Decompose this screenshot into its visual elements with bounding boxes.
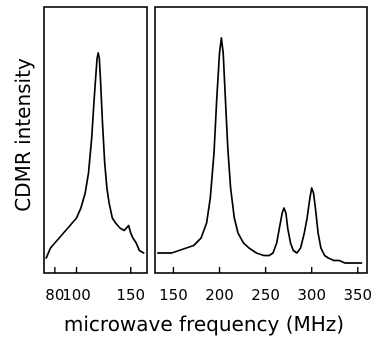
x-tick-label: 250 (251, 286, 280, 304)
right-panel: 150 200 250 300 350 (156, 37, 372, 304)
x-tick-label: 80 (45, 286, 64, 304)
x-axis-label: microwave frequency (MHz) (64, 312, 344, 336)
x-tick-label: 150 (116, 286, 145, 304)
spectrum-trace (45, 52, 145, 259)
x-tick-label: 100 (62, 286, 91, 304)
x-tick-label: 200 (205, 286, 234, 304)
x-tick-label: 350 (343, 286, 372, 304)
x-tick-label: 300 (297, 286, 326, 304)
spectrum-trace (156, 37, 363, 264)
right-panel-frame (154, 6, 368, 274)
left-panel-frame (43, 6, 148, 274)
x-tick-label: 150 (159, 286, 188, 304)
y-axis-label: CDMR intensity (11, 58, 35, 212)
